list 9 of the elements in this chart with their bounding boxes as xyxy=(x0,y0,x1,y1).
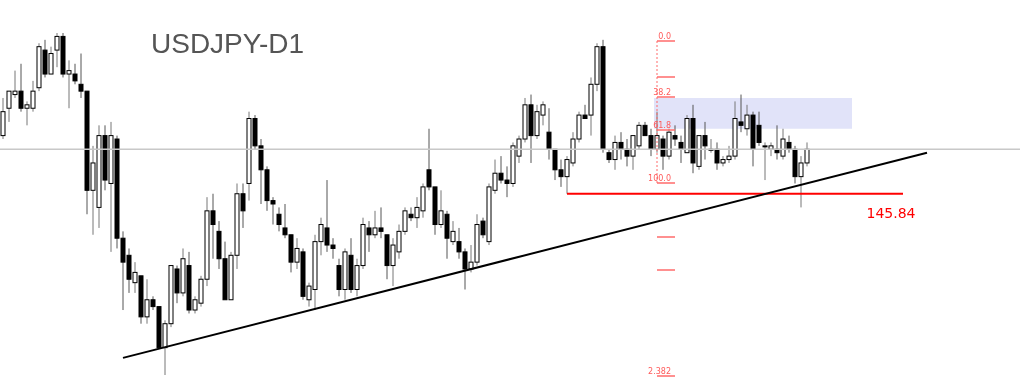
annotation: 38.2 xyxy=(653,88,671,97)
candlestick xyxy=(546,107,552,161)
annotation: 2.382 xyxy=(648,367,671,376)
annotation: 0.0 xyxy=(658,32,671,41)
chart-title: USDJPY-D1 xyxy=(151,28,305,60)
annotation: 145.84 xyxy=(866,204,916,221)
annotation: 61.8 xyxy=(653,121,671,130)
annotation: 100.0 xyxy=(648,174,671,183)
candlestick xyxy=(276,206,282,232)
